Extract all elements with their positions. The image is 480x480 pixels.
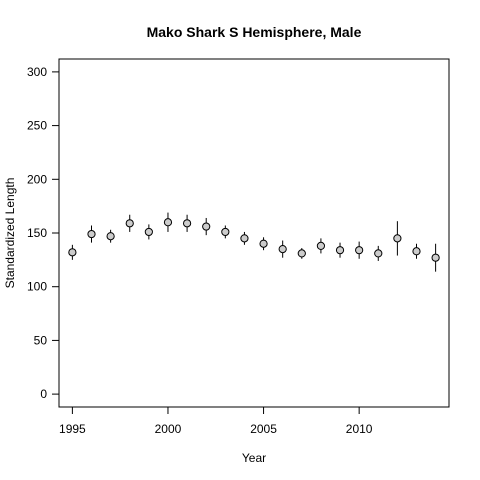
data-point <box>163 218 173 227</box>
y-axis-label: Standardized Length <box>3 178 17 289</box>
y-tick-label: 100 <box>27 280 47 294</box>
data-point <box>393 234 402 243</box>
y-tick-label: 50 <box>34 333 48 347</box>
data-point <box>106 232 115 241</box>
data-point <box>297 249 306 258</box>
data-point <box>278 245 287 254</box>
data-point <box>144 227 153 237</box>
data-point <box>412 247 421 256</box>
data-point <box>355 246 364 255</box>
y-tick-label: 200 <box>27 172 47 186</box>
y-tick-label: 0 <box>40 387 47 401</box>
x-axis: 1995 2000 2005 2010 <box>59 406 373 436</box>
data-point <box>87 229 96 239</box>
plot-frame <box>58 58 450 408</box>
y-tick-label: 250 <box>27 119 47 133</box>
data-point <box>240 234 249 243</box>
data-point <box>182 219 192 228</box>
y-tick-label: 150 <box>27 226 47 240</box>
data-point <box>335 246 345 255</box>
x-tick-label: 1995 <box>59 422 86 436</box>
data-point <box>374 249 383 258</box>
x-tick-label: 2000 <box>155 422 182 436</box>
chart-title: Mako Shark S Hemisphere, Male <box>147 24 362 40</box>
data-point <box>431 253 440 262</box>
x-tick-label: 2005 <box>250 422 277 436</box>
data-point <box>259 239 268 248</box>
x-tick-label: 2010 <box>346 422 373 436</box>
y-tick-label: 300 <box>27 65 47 79</box>
data-point <box>68 248 77 257</box>
data-point <box>125 219 134 228</box>
data-point <box>202 222 211 231</box>
x-axis-label: Year <box>242 451 266 465</box>
data-points <box>68 212 440 272</box>
data-point <box>316 241 326 250</box>
data-point <box>221 227 230 237</box>
y-axis: 0 50 100 150 200 250 300 <box>27 65 60 401</box>
